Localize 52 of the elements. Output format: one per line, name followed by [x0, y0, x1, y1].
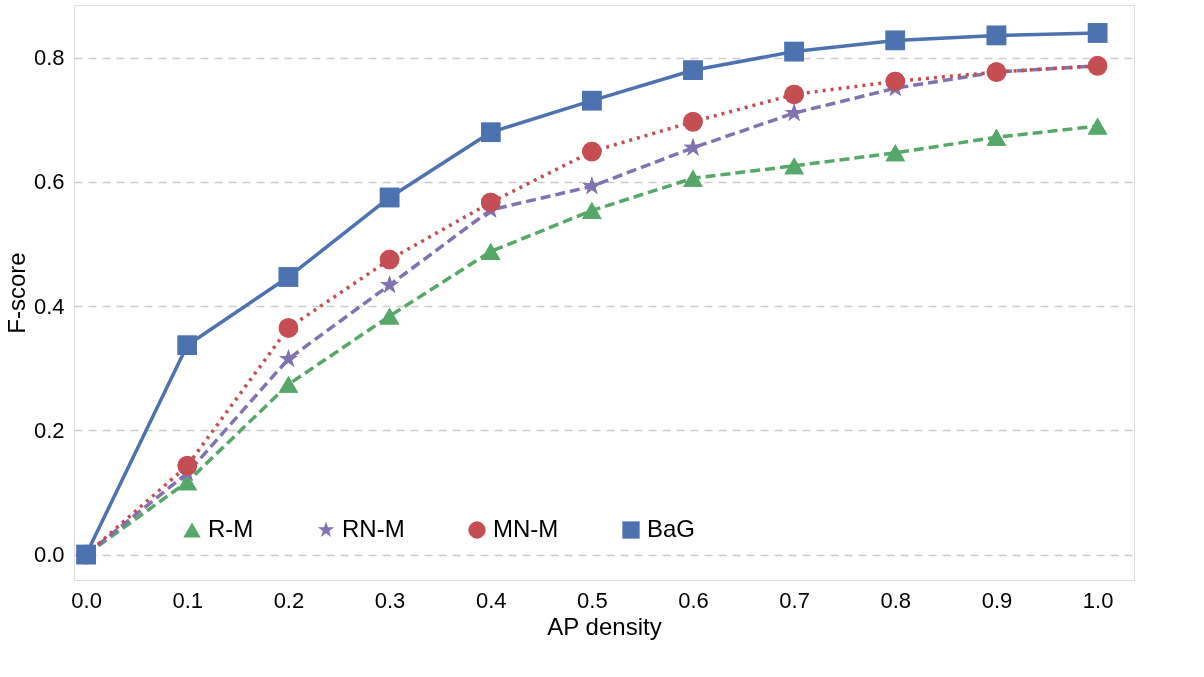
- point: [1087, 117, 1108, 135]
- y-tick-label: 0.8: [33, 45, 65, 71]
- point: [582, 176, 602, 195]
- y-tick-label: 0.2: [33, 417, 65, 443]
- point: [380, 275, 399, 293]
- legend-label: R-M: [208, 515, 254, 542]
- x-axis-title: AP density: [547, 612, 662, 640]
- point: [683, 169, 703, 187]
- point: [986, 128, 1007, 146]
- point: [582, 90, 602, 111]
- point: [784, 157, 804, 175]
- point: [885, 144, 906, 162]
- point: [480, 122, 501, 143]
- point: [278, 375, 299, 393]
- y-tick-label: 0.6: [33, 169, 65, 195]
- legend-label: MN-M: [493, 515, 559, 542]
- point: [480, 243, 501, 260]
- point: [379, 307, 400, 325]
- x-tick-label: 0.8: [880, 587, 912, 613]
- x-tick-label: 1.0: [1082, 587, 1114, 613]
- point: [683, 112, 703, 132]
- point: [480, 192, 501, 213]
- y-tick-label: 0.0: [33, 542, 65, 568]
- legend-label: RN-M: [342, 515, 405, 542]
- point: [582, 141, 602, 162]
- x-tick-label: 0.3: [374, 587, 406, 613]
- x-tick-label: 0.7: [779, 587, 810, 613]
- point: [279, 349, 298, 367]
- point: [784, 84, 804, 105]
- point: [278, 267, 299, 287]
- x-tick-label: 0.2: [273, 587, 305, 613]
- x-tick-label: 0.9: [981, 587, 1013, 613]
- y-axis-title: F-score: [2, 252, 30, 334]
- point: [379, 249, 400, 270]
- point: [379, 187, 400, 208]
- x-tick-label: 0.4: [475, 587, 507, 613]
- legend-label: BaG: [647, 515, 696, 542]
- point: [683, 60, 703, 80]
- point: [1087, 23, 1108, 43]
- x-tick-label: 0.5: [577, 587, 608, 613]
- point: [885, 71, 906, 92]
- point: [885, 30, 906, 51]
- x-tick-label: 0.1: [172, 587, 204, 613]
- x-tick-label: 0.0: [71, 587, 102, 613]
- x-tick-label: 0.6: [678, 587, 709, 613]
- point: [784, 41, 804, 62]
- point: [986, 25, 1007, 46]
- y-tick-label: 0.4: [33, 293, 65, 319]
- point: [177, 335, 198, 356]
- point: [177, 456, 198, 476]
- point: [582, 202, 602, 219]
- point: [278, 318, 299, 338]
